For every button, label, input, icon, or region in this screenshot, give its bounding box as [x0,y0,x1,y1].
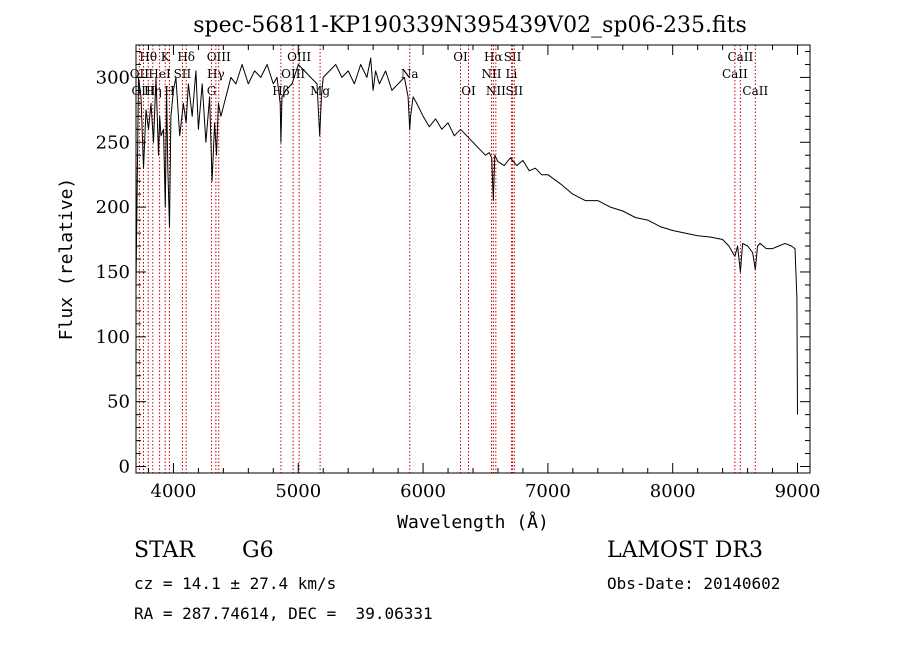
spectral-line-label: OIII [281,67,305,81]
spectral-line-label: NII [481,67,501,81]
axis-ticks: 4000 5000 6000 7000 8000 9000 0 50 100 150 200 250 3… [96,45,821,502]
x-tick-label: 8000 [650,481,696,502]
spectral-line-label: H [164,84,174,98]
spectral-line-label: OIII [131,84,155,98]
y-tick-label: 300 [96,67,130,88]
y-axis-label: Flux (relative) [56,178,77,341]
spectral-line-label: Mg [310,84,330,98]
spectral-line-label: OIII [287,50,311,64]
y-tick-label: 200 [96,197,130,218]
x-tick-label: 4000 [151,481,197,502]
x-tick-label: 5000 [275,481,321,502]
x-axis-label: Wavelength (Å) [397,511,549,533]
spectral-line-label: Na [401,67,419,81]
obs-date: Obs-Date: 20140602 [607,574,781,593]
object-class: STAR [134,538,195,563]
object-subclass: G6 [242,538,274,563]
spectral-line-label: G [207,84,217,98]
coordinates: RA = 287.74614, DEC = 39.06331 [134,604,433,623]
spectral-line-label: Hβ [272,84,289,98]
redshift-readout: cz = 14.1 ± 27.4 km/s [134,574,337,593]
spectral-line-label: SII [504,50,522,64]
spectral-line-label: Hη [144,84,162,98]
spectral-line-label: OI [453,50,468,64]
survey-name: LAMOST DR3 [607,538,763,563]
spectral-line-label: Hδ [177,50,195,64]
spectral-line-label: OIII [207,50,231,64]
flux-line [135,57,798,415]
x-tick-label: 7000 [525,481,571,502]
y-tick-label: 50 [107,392,130,413]
spectral-line-label: SII [174,67,192,81]
spectral-line-label: CaII [742,84,768,98]
spectrum-series [135,57,798,415]
spectral-line-label: Hθ [139,50,157,64]
chart-title: spec-56811-KP190339N395439V02_sp06-235.f… [193,13,747,38]
spectral-line-label: Hα [484,50,503,64]
spectral-line-label: NII [486,84,506,98]
spectral-line-label: OI [461,84,476,98]
plot-frame [135,44,811,474]
x-tick-label: 6000 [400,481,446,502]
y-tick-label: 100 [96,327,130,348]
y-tick-label: 0 [119,457,130,478]
y-tick-label: 250 [96,132,130,153]
spectral-line-label: OII [130,67,150,81]
spectral-line-label: HeI [148,67,171,81]
spectral-line-label: K [161,50,171,64]
spectral-line-label: Li [506,67,518,81]
spectral-line-label: SII [505,84,523,98]
spectral-line-label: Hγ [207,67,225,81]
spectral-line-label: CaII [727,50,753,64]
spectral-line-label: CaII [722,67,748,81]
y-tick-label: 150 [96,262,130,283]
x-tick-label: 9000 [775,481,821,502]
